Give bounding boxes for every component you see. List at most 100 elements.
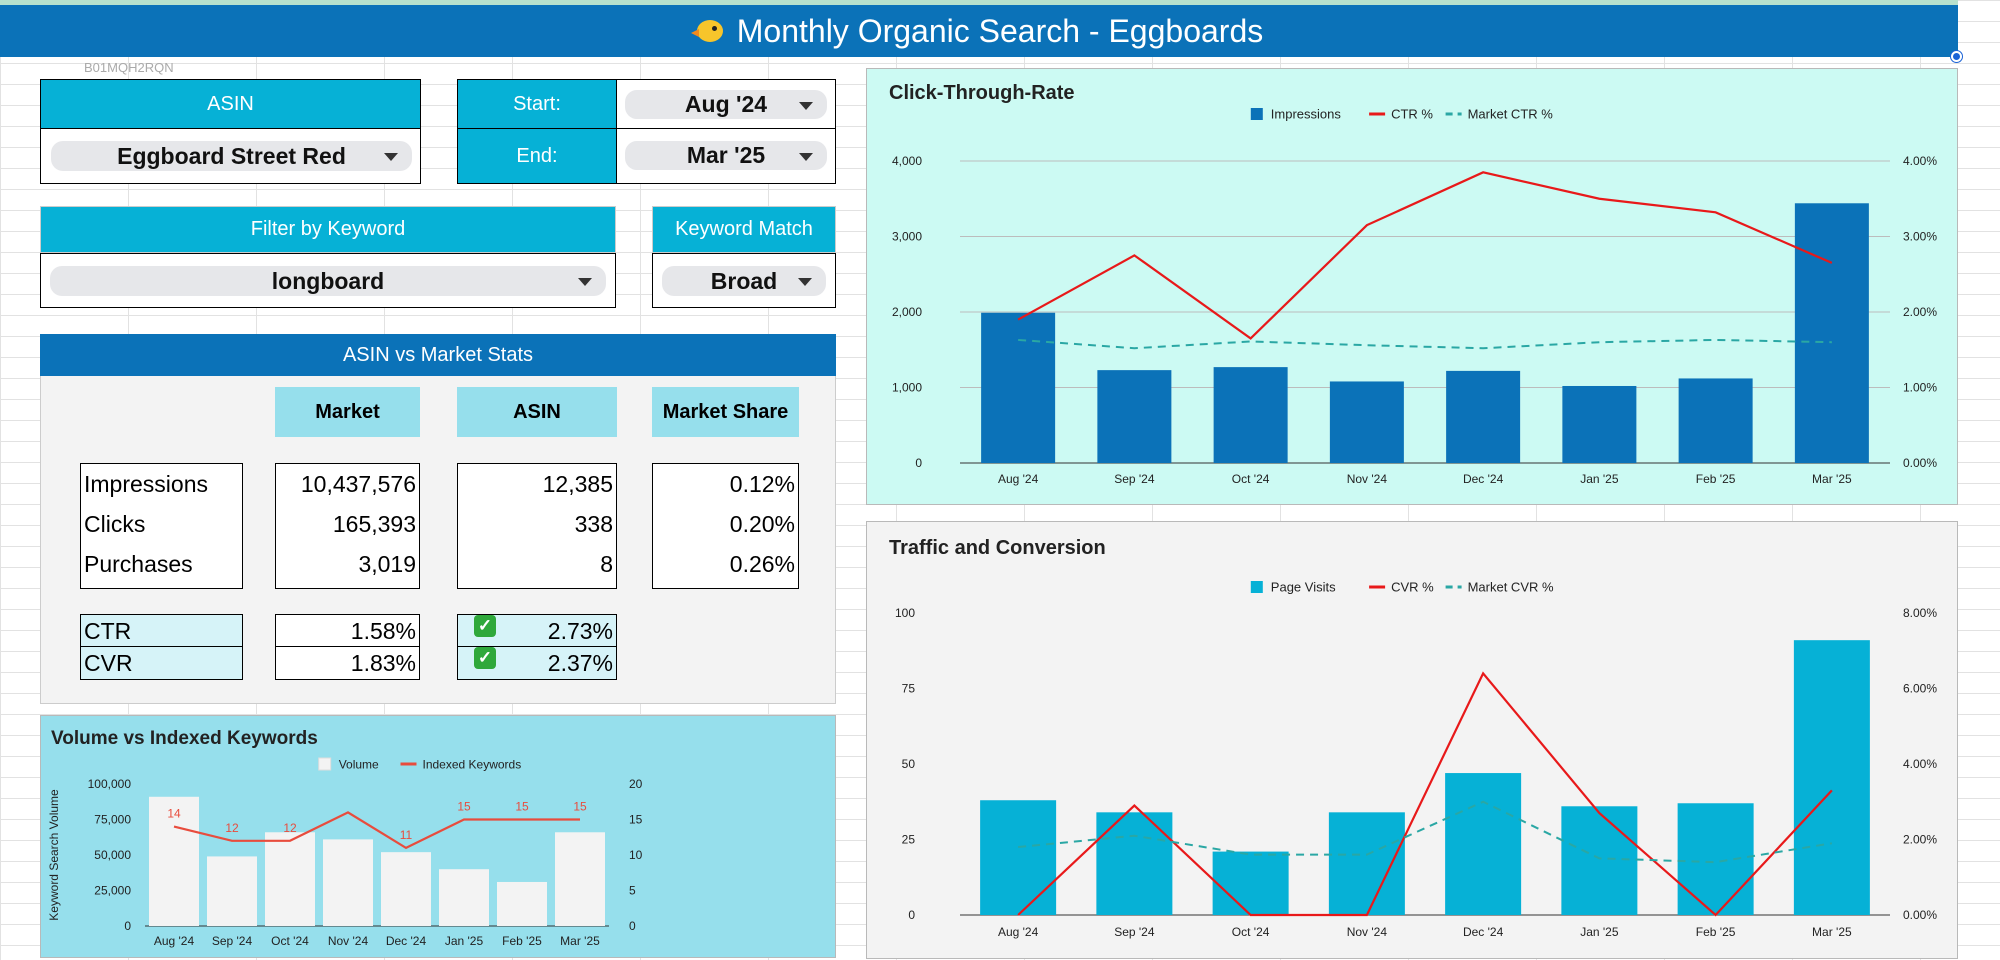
x-tick-label: Dec '24 <box>386 934 427 948</box>
bar <box>1678 378 1753 463</box>
market-rate: 1.83% <box>350 650 416 676</box>
market-value: 10,437,576 <box>300 471 416 497</box>
x-tick-label: Feb '25 <box>1696 925 1736 939</box>
bar <box>1096 812 1173 915</box>
metric-labels: Impressions Clicks Purchases <box>80 463 243 589</box>
x-tick-label: Aug '24 <box>154 934 195 948</box>
series-line <box>1017 671 1833 917</box>
x-tick-label: Sep '24 <box>1114 472 1155 486</box>
bar <box>381 852 431 926</box>
y-tick-left: 25 <box>902 833 916 847</box>
stats-title: ASIN vs Market Stats <box>40 334 836 376</box>
asin-rate-row: ✓ 2.37% <box>458 647 616 679</box>
data-label: 12 <box>225 821 239 835</box>
y-tick-left: 3,000 <box>892 230 922 244</box>
legend-label: Impressions <box>1271 107 1342 122</box>
market-values: 10,437,576 165,393 3,019 <box>275 463 420 589</box>
check-icon: ✓ <box>474 615 496 637</box>
asin-rate: 2.73% <box>547 618 613 644</box>
x-tick-label: Feb '25 <box>1696 472 1736 486</box>
bar <box>1794 203 1869 463</box>
keyword-dropdown[interactable]: longboard <box>50 266 606 296</box>
start-dropdown[interactable]: Aug '24 <box>625 90 827 119</box>
y-tick-left: 1,000 <box>892 381 922 395</box>
bar <box>497 881 547 926</box>
series-line <box>173 811 580 850</box>
start-dropdown-value: Aug '24 <box>684 91 768 117</box>
asin-dropdown[interactable]: Eggboard Street Red <box>51 141 412 171</box>
keyword-dropdown-value: longboard <box>271 267 385 294</box>
bar <box>1329 381 1404 463</box>
keyword-match-label: Keyword Match <box>652 206 836 253</box>
keyword-match-dropdown[interactable]: Broad <box>662 266 826 296</box>
legend-label: Indexed Keywords <box>423 758 522 772</box>
y-tick-left: 0 <box>915 456 922 470</box>
y-tick-left: 75 <box>902 682 916 696</box>
keyword-match-value: Broad <box>710 267 778 294</box>
x-tick-label: Jan '25 <box>445 934 484 948</box>
legend-swatch <box>1250 581 1263 593</box>
legend-swatch <box>318 757 332 771</box>
legend-label: Market CTR % <box>1468 107 1554 122</box>
rate-label: CTR <box>81 615 242 647</box>
legend-label: Volume <box>339 758 379 772</box>
legend-label: Page Visits <box>1271 580 1336 595</box>
y-tick-right: 10 <box>629 848 643 862</box>
metric-label: Purchases <box>84 551 193 577</box>
data-label: 15 <box>573 800 587 814</box>
bar <box>439 869 489 926</box>
chart-title: Traffic and Conversion <box>889 537 1106 559</box>
x-tick-label: Mar '25 <box>1812 472 1852 486</box>
y-tick-right: 2.00% <box>1903 305 1937 319</box>
volume-chart-panel[interactable]: Volume vs Indexed Keywords Volume Indexed … <box>40 715 836 958</box>
asin-values: 12,385 338 8 <box>457 463 617 589</box>
series-line <box>1017 171 1833 340</box>
end-dropdown[interactable]: Mar '25 <box>625 141 827 170</box>
chevron-down-icon <box>798 278 812 286</box>
data-label: 11 <box>400 828 413 842</box>
chevron-down-icon <box>384 153 398 161</box>
resize-handle[interactable] <box>1951 51 1962 62</box>
market-value: 3,019 <box>358 551 416 577</box>
chevron-down-icon <box>578 278 592 286</box>
x-tick-label: Aug '24 <box>998 472 1039 486</box>
col-header-asin: ASIN <box>457 387 617 437</box>
y-tick-right: 0.00% <box>1903 456 1937 470</box>
keyword-match-cell: Broad <box>652 253 836 308</box>
bar <box>1328 812 1405 915</box>
x-tick-label: Oct '24 <box>1232 925 1270 939</box>
start-cell: Aug '24 <box>616 79 836 129</box>
legend-label: Market CVR % <box>1468 580 1554 595</box>
rate-label: CVR <box>84 650 133 676</box>
y-tick-right: 5 <box>629 884 636 898</box>
bar <box>1561 806 1638 915</box>
y-tick-left: 50,000 <box>94 848 131 862</box>
y-tick-right: 4.00% <box>1903 154 1937 168</box>
end-cell: Mar '25 <box>616 129 836 184</box>
x-tick-label: Dec '24 <box>1463 925 1504 939</box>
y-tick-right: 2.00% <box>1903 833 1937 847</box>
y-tick-right: 3.00% <box>1903 230 1937 244</box>
page-title-bar: Monthly Organic Search - Eggboards <box>0 0 1958 57</box>
end-label: End: <box>457 129 617 184</box>
x-tick-label: Mar '25 <box>1812 925 1852 939</box>
chart-title: Click-Through-Rate <box>889 82 1075 104</box>
asin-value: 338 <box>574 511 613 537</box>
bar <box>1213 367 1288 463</box>
traffic-chart-panel[interactable]: Traffic and Conversion Page Visits CVR % Ma… <box>866 521 1958 959</box>
keyword-filter-cell: longboard <box>40 253 616 308</box>
market-value: 165,393 <box>332 511 416 537</box>
data-label: 15 <box>515 800 529 814</box>
share-value: 0.20% <box>729 511 795 537</box>
bar <box>1212 851 1289 915</box>
chevron-down-icon <box>799 152 813 161</box>
volume-chart: Volume vs Indexed Keywords Volume Indexed … <box>47 728 643 948</box>
y-tick-left: 2,000 <box>892 305 922 319</box>
y-tick-left: 25,000 <box>94 884 131 898</box>
rate-labels: CTR CVR <box>80 614 243 680</box>
data-label: 12 <box>283 821 297 835</box>
x-tick-label: Nov '24 <box>328 934 369 948</box>
bar <box>1793 640 1870 915</box>
share-values: 0.12% 0.20% 0.26% <box>652 463 799 589</box>
ctr-chart-panel[interactable]: Click-Through-Rate Impressions CTR % Market… <box>866 68 1958 505</box>
